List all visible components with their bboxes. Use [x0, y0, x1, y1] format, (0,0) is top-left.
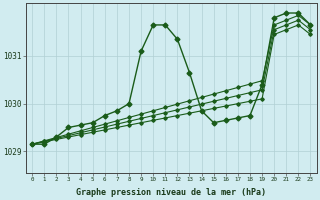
X-axis label: Graphe pression niveau de la mer (hPa): Graphe pression niveau de la mer (hPa)	[76, 188, 266, 197]
